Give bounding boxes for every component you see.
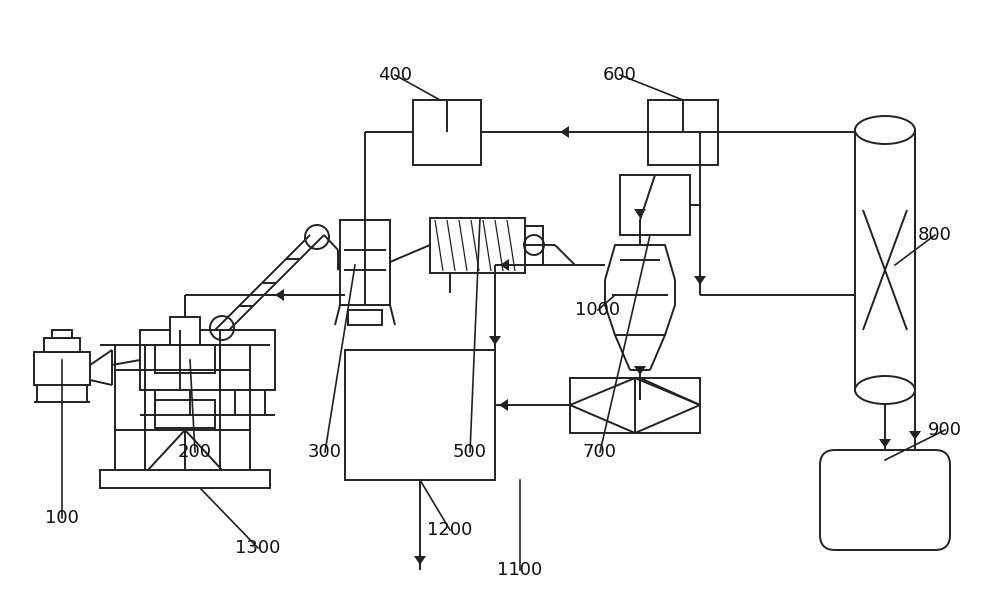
Bar	[525, 226, 543, 265]
Text: 800: 800	[918, 226, 952, 244]
Bar	[44, 338, 80, 352]
Bar	[155, 345, 215, 373]
Bar	[52, 330, 72, 338]
FancyBboxPatch shape	[820, 450, 950, 550]
Text: 300: 300	[308, 443, 342, 461]
Bar	[413, 100, 481, 165]
Bar	[648, 100, 718, 165]
Bar	[430, 218, 525, 273]
Polygon shape	[275, 289, 284, 301]
Polygon shape	[694, 276, 706, 285]
Polygon shape	[634, 366, 646, 375]
Bar	[345, 350, 495, 480]
Polygon shape	[879, 439, 891, 448]
Polygon shape	[560, 126, 569, 138]
Bar	[170, 317, 200, 345]
Text: 1200: 1200	[427, 521, 473, 539]
Text: 100: 100	[45, 509, 79, 527]
Polygon shape	[414, 556, 426, 565]
Text: 900: 900	[928, 421, 962, 439]
Text: 1000: 1000	[575, 301, 621, 319]
Polygon shape	[499, 399, 508, 411]
Bar	[340, 220, 390, 305]
Bar	[620, 175, 690, 235]
Bar	[570, 378, 700, 433]
Bar	[140, 330, 275, 390]
Bar	[155, 400, 215, 428]
Text: 1300: 1300	[235, 539, 281, 557]
Text: 500: 500	[453, 443, 487, 461]
Text: 200: 200	[178, 443, 212, 461]
Ellipse shape	[855, 116, 915, 144]
Polygon shape	[489, 336, 501, 345]
Bar	[100, 470, 270, 488]
Polygon shape	[634, 209, 646, 218]
Polygon shape	[500, 259, 509, 271]
Polygon shape	[909, 431, 921, 440]
Text: 700: 700	[583, 443, 617, 461]
Text: 400: 400	[378, 66, 412, 84]
Ellipse shape	[855, 376, 915, 404]
Bar	[855, 130, 915, 390]
Bar	[34, 352, 90, 385]
Text: 600: 600	[603, 66, 637, 84]
Bar	[348, 310, 382, 325]
Text: 1100: 1100	[497, 561, 543, 579]
